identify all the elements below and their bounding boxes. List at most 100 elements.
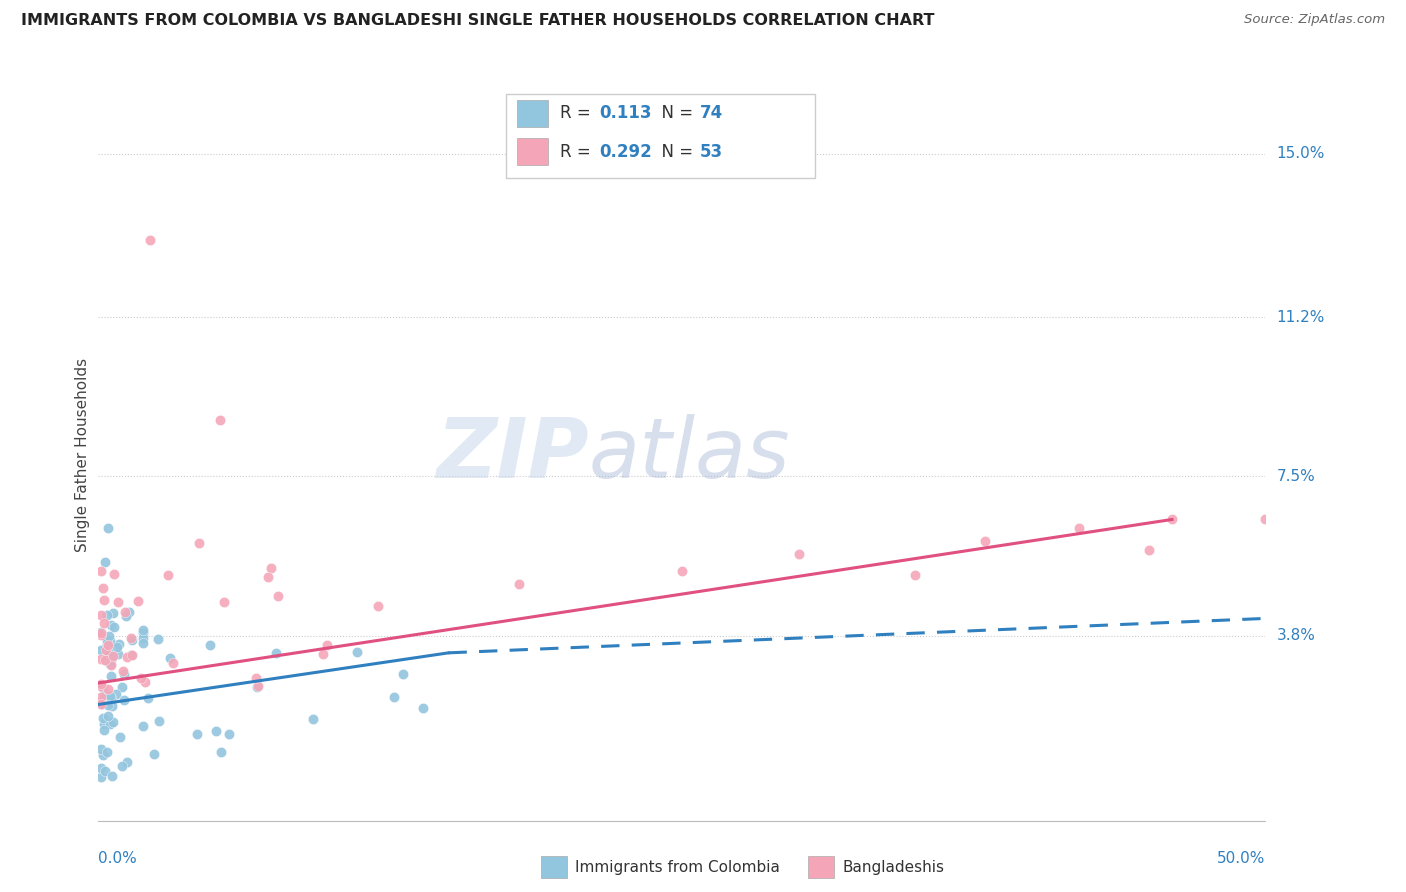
Point xyxy=(312,648,335,662)
Point xyxy=(97,629,120,643)
Point xyxy=(259,561,281,575)
Text: IMMIGRANTS FROM COLOMBIA VS BANGLADESHI SINGLE FATHER HOUSEHOLDS CORRELATION CHA: IMMIGRANTS FROM COLOMBIA VS BANGLADESHI … xyxy=(21,13,935,29)
Point xyxy=(157,567,180,582)
Point xyxy=(200,639,222,653)
Point xyxy=(90,625,112,640)
Point xyxy=(111,681,134,695)
Text: Immigrants from Colombia: Immigrants from Colombia xyxy=(575,860,780,874)
Point xyxy=(112,667,135,681)
Text: ZIP: ZIP xyxy=(436,415,589,495)
Point xyxy=(100,653,122,667)
Point xyxy=(138,690,160,705)
Text: N =: N = xyxy=(651,104,699,122)
Point xyxy=(129,671,152,685)
Point xyxy=(121,648,143,663)
Point xyxy=(111,758,134,772)
Text: 0.292: 0.292 xyxy=(599,143,652,161)
Point xyxy=(187,535,209,549)
Point xyxy=(93,723,115,737)
Point xyxy=(93,592,115,607)
Point xyxy=(91,697,114,711)
Text: R =: R = xyxy=(560,143,596,161)
Point xyxy=(131,631,153,645)
Point xyxy=(90,652,112,666)
Point xyxy=(90,624,112,639)
Point xyxy=(90,697,112,711)
Point xyxy=(127,594,149,608)
Point xyxy=(97,698,120,713)
Point xyxy=(98,648,121,663)
Point xyxy=(96,633,118,648)
Point xyxy=(214,595,236,609)
Point xyxy=(108,637,131,651)
Point xyxy=(114,609,136,624)
Point xyxy=(139,233,162,247)
Point xyxy=(245,671,267,685)
Text: 0.0%: 0.0% xyxy=(98,851,138,866)
Point xyxy=(98,657,121,672)
Point xyxy=(90,762,112,776)
Point xyxy=(131,624,153,638)
Point xyxy=(90,643,112,657)
Point xyxy=(101,606,124,620)
Text: N =: N = xyxy=(651,143,699,161)
Text: 3.8%: 3.8% xyxy=(1277,628,1316,643)
Point xyxy=(105,640,128,654)
Point xyxy=(974,533,997,548)
Point xyxy=(1254,512,1277,526)
Text: 15.0%: 15.0% xyxy=(1277,146,1324,161)
Y-axis label: Single Father Households: Single Father Households xyxy=(75,358,90,552)
Point xyxy=(90,564,112,578)
Point xyxy=(112,693,135,707)
Text: 7.5%: 7.5% xyxy=(1277,469,1315,484)
Point xyxy=(107,647,129,661)
Point xyxy=(111,665,134,679)
Text: Source: ZipAtlas.com: Source: ZipAtlas.com xyxy=(1244,13,1385,27)
Point xyxy=(108,730,131,744)
Point xyxy=(346,645,368,659)
Point xyxy=(267,589,290,603)
Point xyxy=(93,717,115,731)
Point xyxy=(91,747,114,762)
Point xyxy=(90,627,112,641)
Text: R =: R = xyxy=(560,104,596,122)
Point xyxy=(1161,512,1184,526)
Point xyxy=(91,681,114,695)
Point xyxy=(104,687,127,701)
Point xyxy=(100,691,122,706)
Text: Bangladeshis: Bangladeshis xyxy=(842,860,945,874)
Text: 74: 74 xyxy=(700,104,724,122)
Point xyxy=(114,605,136,619)
Point xyxy=(98,633,121,648)
Point xyxy=(98,717,121,731)
Point xyxy=(162,657,184,671)
Point xyxy=(90,695,112,709)
Point xyxy=(118,605,141,619)
Point xyxy=(94,764,117,778)
Point xyxy=(98,689,121,703)
Point xyxy=(101,699,124,714)
Point xyxy=(97,645,120,659)
Point xyxy=(186,727,208,741)
Point xyxy=(90,677,112,691)
Point xyxy=(159,650,181,665)
Point xyxy=(97,521,120,535)
Point xyxy=(508,577,530,591)
Point xyxy=(120,631,142,645)
Point xyxy=(96,637,118,651)
Point xyxy=(96,655,118,669)
Point xyxy=(1067,521,1090,535)
Text: 0.113: 0.113 xyxy=(599,104,651,122)
Point xyxy=(246,679,269,693)
Point xyxy=(412,700,434,714)
Point xyxy=(96,607,118,622)
Point xyxy=(100,668,122,682)
Point xyxy=(209,745,232,759)
Point xyxy=(94,690,117,704)
Point xyxy=(143,747,166,761)
Text: 53: 53 xyxy=(700,143,723,161)
Point xyxy=(103,714,125,729)
Point xyxy=(90,742,112,756)
Point xyxy=(103,567,125,582)
Point xyxy=(391,667,413,681)
